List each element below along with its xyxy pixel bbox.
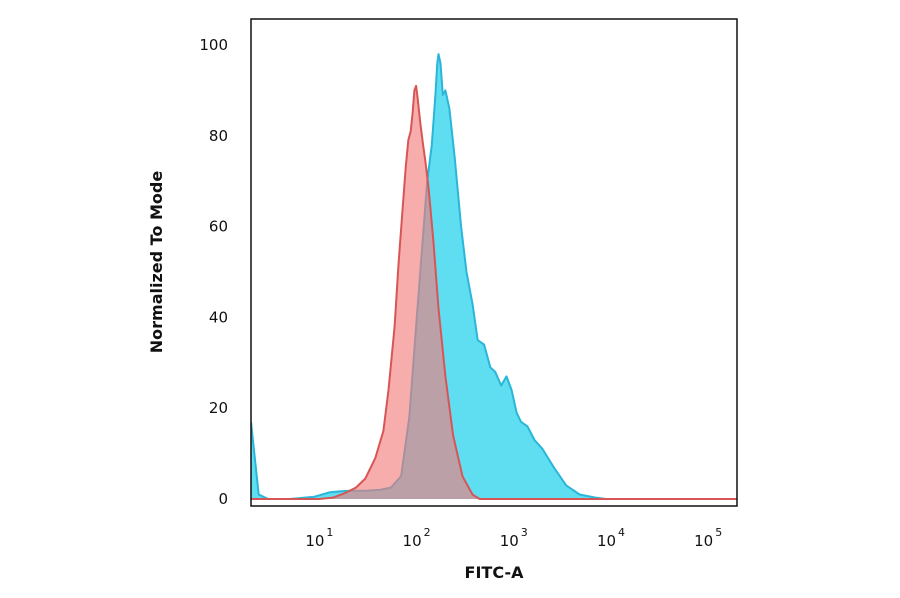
y-tick-label: 20 <box>209 399 228 417</box>
y-axis-title: Normalized To Mode <box>147 171 166 354</box>
x-tick-label: 10 <box>305 532 324 550</box>
y-tick-label: 40 <box>209 308 228 326</box>
x-tick-exponent: 5 <box>715 526 722 539</box>
y-tick-labels: 0 20 40 60 80 100 <box>199 36 228 508</box>
series-layer <box>251 53 737 500</box>
x-tick-exponent: 2 <box>424 526 431 539</box>
x-tick-labels: 10 1 10 2 10 3 10 4 10 5 <box>305 526 722 550</box>
x-tick-label: 10 <box>403 532 422 550</box>
y-tick-label: 100 <box>199 36 228 54</box>
y-tick-label: 0 <box>218 490 228 508</box>
histogram-series-blue-fill <box>251 54 737 499</box>
y-tick-label: 60 <box>209 218 228 236</box>
histogram-series-red-line <box>251 84 737 500</box>
y-tick-label: 80 <box>209 127 228 145</box>
x-axis-title: FITC-A <box>465 563 525 582</box>
plot-frame <box>250 18 738 507</box>
x-tick-label: 10 <box>500 532 519 550</box>
x-tick-exponent: 1 <box>326 526 333 539</box>
x-tick-exponent: 4 <box>618 526 625 539</box>
x-tick-exponent: 3 <box>521 526 528 539</box>
x-tick-label: 10 <box>694 532 713 550</box>
x-tick-label: 10 <box>597 532 616 550</box>
